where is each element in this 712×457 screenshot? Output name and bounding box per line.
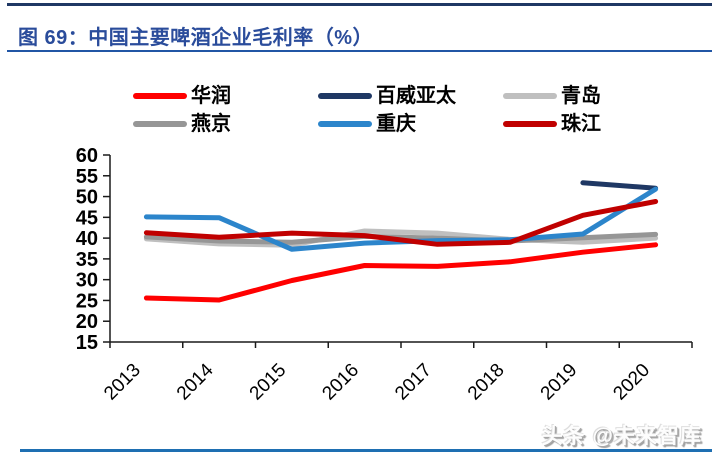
y-tick-label: 25	[76, 290, 98, 312]
y-tick-label: 55	[76, 166, 98, 188]
legend-label-2: 青岛	[561, 84, 601, 107]
legend-label-0: 华润	[191, 84, 231, 107]
y-tick-label: 15	[76, 332, 98, 354]
legend-swatch-icon	[503, 92, 557, 99]
legend-item-1: 百威亚太	[318, 85, 503, 106]
legend-label-3: 燕京	[191, 112, 231, 135]
series-line-1	[580, 180, 659, 191]
chart-legend: 华润 百威亚太 青岛燕京 重庆 珠江	[133, 85, 688, 134]
legend-item-0: 华润	[133, 85, 318, 106]
legend-item-4: 重庆	[318, 113, 503, 134]
series-line-0	[143, 242, 659, 303]
y-tick-label: 45	[76, 207, 98, 229]
legend-item-5: 珠江	[503, 113, 688, 134]
bottom-rule	[20, 449, 712, 452]
y-tick-label: 20	[76, 311, 98, 333]
y-tick-label: 40	[76, 228, 98, 250]
top-rule	[7, 3, 712, 6]
legend-swatch-icon	[503, 120, 557, 127]
x-tick-label: 2013	[100, 360, 145, 405]
series-line-2	[143, 228, 659, 248]
legend-label-5: 珠江	[561, 112, 601, 135]
legend-item-3: 燕京	[133, 113, 318, 134]
legend-swatch-icon	[318, 92, 372, 99]
y-tick-label: 30	[76, 270, 98, 292]
series-line-5	[143, 199, 659, 247]
y-tick-label: 60	[76, 145, 98, 167]
legend-swatch-icon	[133, 120, 187, 127]
x-tick-label: 2016	[318, 360, 363, 405]
legend-swatch-icon	[133, 92, 187, 99]
x-tick-label: 2018	[464, 360, 509, 405]
watermark: 头条 @未来智库	[541, 425, 702, 448]
y-tick-label: 35	[76, 249, 98, 271]
x-tick-label: 2015	[246, 360, 291, 405]
x-tick-label: 2019	[537, 360, 582, 405]
x-tick-label: 2017	[391, 360, 436, 405]
legend-item-2: 青岛	[503, 85, 688, 106]
figure-title: 图 69：中国主要啤酒企业毛利率（%）	[18, 27, 374, 49]
x-tick-label: 2014	[173, 359, 218, 404]
legend-label-4: 重庆	[376, 112, 416, 135]
title-rule	[7, 50, 712, 52]
x-tick-label: 2020	[609, 360, 654, 405]
legend-swatch-icon	[318, 120, 372, 127]
legend-label-1: 百威亚太	[376, 84, 456, 107]
y-tick-label: 50	[76, 187, 98, 209]
series-line-3	[143, 231, 659, 245]
